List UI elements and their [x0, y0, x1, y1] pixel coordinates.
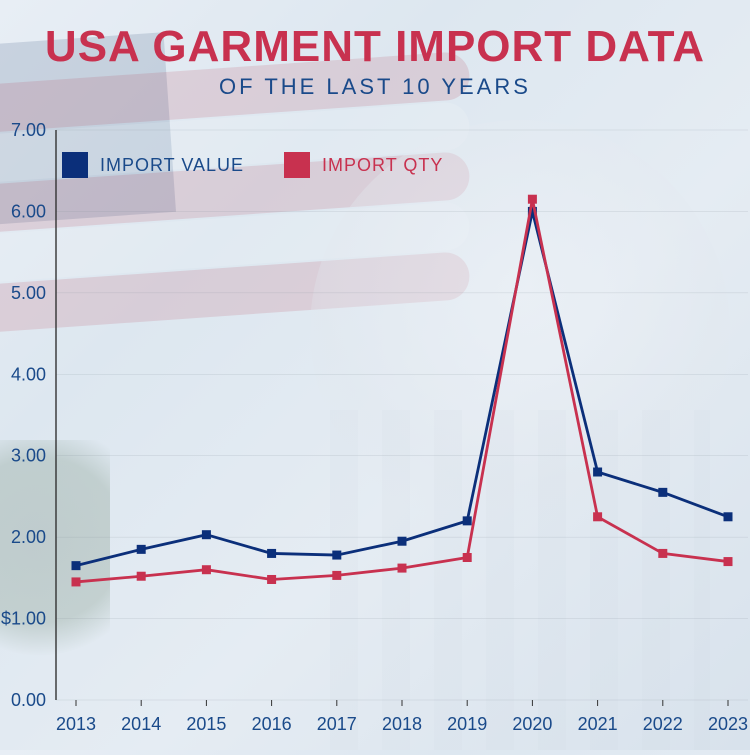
series-marker — [593, 468, 602, 477]
y-tick-label: 4.00 — [11, 364, 46, 384]
series-marker — [398, 564, 407, 573]
series-marker — [72, 577, 81, 586]
page: USA GARMENT IMPORT DATA OF THE LAST 10 Y… — [0, 0, 750, 750]
title-block: USA GARMENT IMPORT DATA OF THE LAST 10 Y… — [0, 0, 750, 100]
series-marker — [332, 571, 341, 580]
series-marker — [658, 549, 667, 558]
series-marker — [72, 561, 81, 570]
series-marker — [137, 572, 146, 581]
series-marker — [593, 512, 602, 521]
series-marker — [137, 545, 146, 554]
series-marker — [202, 565, 211, 574]
y-tick-label: 2.00 — [11, 527, 46, 547]
chart: 0.00 $1.00 2.00 3.00 4.00 5.00 6.00 7.00 2013 201… — [0, 122, 750, 750]
series-line — [76, 199, 728, 582]
series-marker — [463, 553, 472, 562]
series-marker — [724, 557, 733, 566]
page-title: USA GARMENT IMPORT DATA — [0, 22, 750, 72]
page-subtitle: OF THE LAST 10 YEARS — [0, 74, 750, 100]
series-marker — [267, 549, 276, 558]
x-tick-label: 2016 — [252, 714, 292, 734]
x-tick-label: 2020 — [512, 714, 552, 734]
chart-svg: 0.00 $1.00 2.00 3.00 4.00 5.00 6.00 7.00 2013 201… — [0, 122, 750, 750]
series-marker — [332, 551, 341, 560]
y-tick-label: 3.00 — [11, 446, 46, 466]
y-tick-label: 5.00 — [11, 283, 46, 303]
x-tick-label: 2014 — [121, 714, 161, 734]
series-marker — [658, 488, 667, 497]
x-tick-label: 2019 — [447, 714, 487, 734]
x-tick-label: 2023 — [708, 714, 748, 734]
x-tick-label: 2022 — [643, 714, 683, 734]
x-tick-label: 2018 — [382, 714, 422, 734]
series-marker — [724, 512, 733, 521]
series-line — [76, 211, 728, 565]
y-tick-label: 7.00 — [11, 122, 46, 140]
y-tick-label: 6.00 — [11, 201, 46, 221]
series-marker — [202, 530, 211, 539]
y-tick-label: 0.00 — [11, 690, 46, 710]
x-tick-label: 2021 — [578, 714, 618, 734]
series-marker — [267, 575, 276, 584]
y-tick-label: $1.00 — [1, 609, 46, 629]
series-marker — [398, 537, 407, 546]
x-tick-label: 2017 — [317, 714, 357, 734]
x-tick-label: 2015 — [186, 714, 226, 734]
series-marker — [528, 195, 537, 204]
x-tick-label: 2013 — [56, 714, 96, 734]
series-marker — [463, 516, 472, 525]
